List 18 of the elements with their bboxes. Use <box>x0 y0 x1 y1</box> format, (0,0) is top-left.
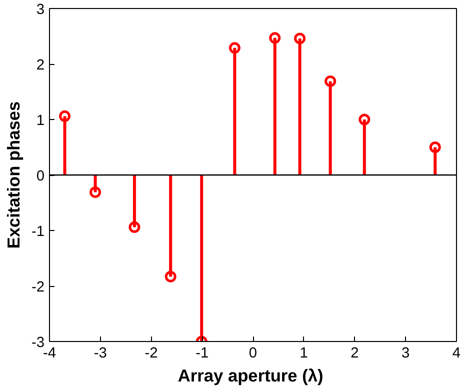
y-axis-title: Excitation phases <box>3 101 24 249</box>
x-tick-label: -2 <box>144 346 158 362</box>
y-tick-label: 0 <box>36 168 45 184</box>
x-tick-label: 0 <box>248 346 258 362</box>
x-tick-label: -4 <box>42 346 56 362</box>
y-tick-label: 2 <box>36 58 45 74</box>
y-tick-label: 1 <box>36 113 45 129</box>
x-tick-label: 3 <box>402 346 410 362</box>
y-tick-label: -2 <box>31 280 45 296</box>
x-tick-label: 4 <box>452 346 461 362</box>
x-axis-title: Array aperture (λ) <box>178 366 324 386</box>
y-tick-label: -1 <box>31 224 45 240</box>
x-tick-label: -1 <box>196 346 209 362</box>
x-tick-label: -3 <box>94 346 107 362</box>
y-tick-label: 3 <box>36 2 45 18</box>
x-tick-label: 1 <box>300 346 308 362</box>
y-tick-label: -3 <box>31 335 45 351</box>
x-tick-label: 2 <box>350 346 359 362</box>
